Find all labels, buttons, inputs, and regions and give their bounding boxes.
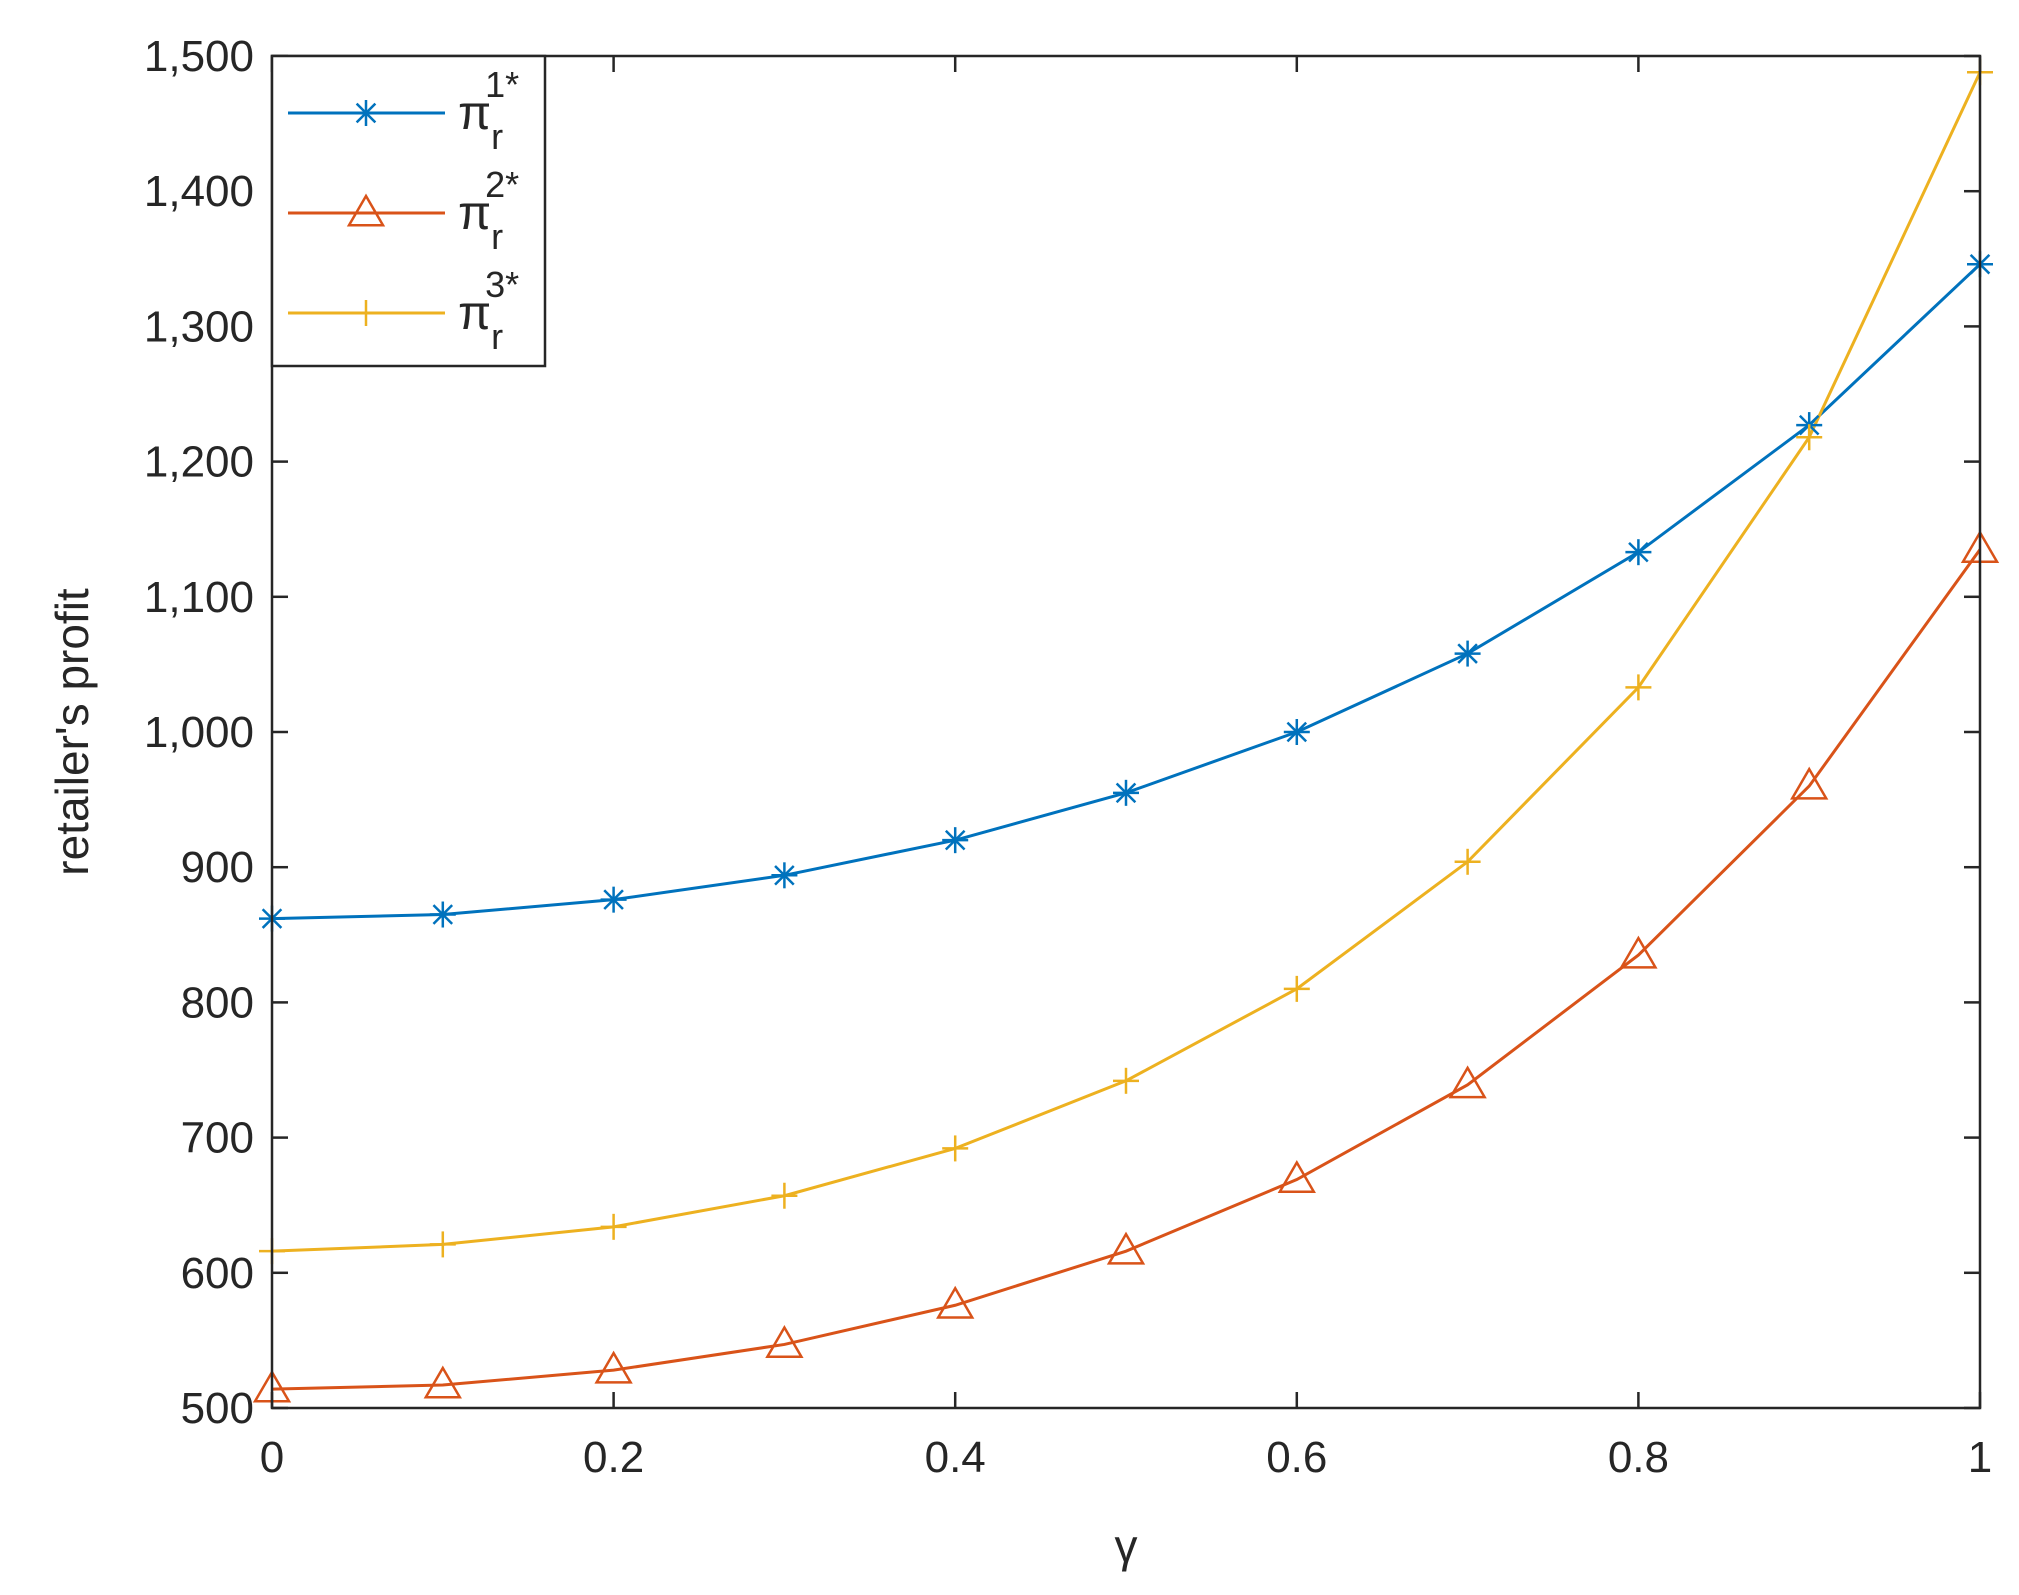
x-tick-label: 0.6 [1266,1433,1327,1482]
y-tick-label: 1,400 [144,167,254,216]
series-1-point-3 [600,886,627,913]
series-3-point-2 [429,1231,456,1258]
y-tick-label: 1,100 [144,573,254,622]
series-2-point-5 [936,1285,975,1319]
series-3-point-7 [1283,975,1310,1002]
series-1-point-9 [1625,539,1652,566]
series-1-point-7 [1283,719,1310,745]
series-2-point-8 [1448,1065,1487,1099]
x-axis-title: γ [1115,1520,1138,1572]
series-2-point-9 [1619,935,1658,969]
legend-label-3: πr3* [458,264,519,357]
y-tick-label: 1,200 [144,438,254,487]
legend-marker-3 [353,300,379,326]
x-tick-label: 0.8 [1608,1433,1669,1482]
series-1-point-8 [1454,640,1481,667]
y-tick-label: 1,300 [144,302,254,351]
series-2-point-2 [423,1365,462,1399]
x-tick-label: 0 [260,1433,284,1482]
y-tick-label: 600 [181,1249,254,1298]
legend-marker-1 [353,100,379,126]
series-3-point-3 [600,1213,627,1240]
series-1-point-4 [771,862,798,889]
y-tick-label: 1,000 [144,708,254,757]
y-tick-label: 900 [181,843,254,892]
series-2-point-6 [1106,1231,1146,1265]
legend-label-1: πr1* [458,64,519,157]
series-3-point-4 [771,1182,798,1209]
series-3-point-10 [1796,424,1823,451]
x-tick-label: 0.2 [583,1433,644,1482]
legend-label-2: πr2* [458,164,519,257]
series-2-point-7 [1277,1160,1316,1194]
series-1-point-5 [942,827,969,854]
series-1-point-2 [429,901,456,928]
y-axis-title: retailer's profit [46,588,98,876]
legend-marker-2 [346,193,386,227]
x-tick-label: 0.4 [925,1433,986,1482]
series-3-point-8 [1454,848,1481,875]
series-3-point-6 [1113,1067,1139,1094]
legend: πr1* πr2* πr3* [270,54,547,368]
y-tick-label: 700 [181,1114,254,1163]
y-tick-label: 800 [181,978,254,1027]
series-3-point-5 [942,1135,969,1162]
series-2-point-4 [765,1324,804,1358]
series-2-line [271,548,1982,1391]
series-1-point-6 [1113,779,1139,806]
series-3-point-9 [1625,674,1652,701]
series-2-point-3 [594,1350,633,1384]
x-tick-label: 1 [1968,1433,1992,1482]
series-2-point-10 [1790,766,1829,800]
y-tick-label: 1,500 [144,32,254,81]
y-tick-label: 500 [181,1384,254,1433]
